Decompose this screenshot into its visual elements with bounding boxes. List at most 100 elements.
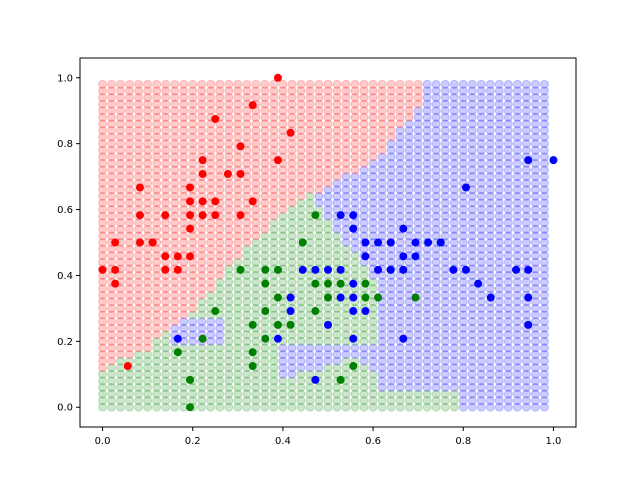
grid-point xyxy=(350,264,360,274)
grid-point xyxy=(98,323,108,333)
grid-point xyxy=(143,185,153,195)
grid-point xyxy=(224,86,234,96)
grid-point xyxy=(476,178,486,188)
grid-point xyxy=(449,303,459,313)
grid-point xyxy=(179,152,189,162)
grid-point xyxy=(179,86,189,96)
data-point xyxy=(386,238,395,247)
grid-point xyxy=(296,211,306,221)
grid-point xyxy=(413,211,423,221)
grid-point xyxy=(305,356,315,366)
data-point xyxy=(148,238,157,247)
grid-point xyxy=(305,165,315,175)
grid-point xyxy=(206,382,216,392)
grid-point xyxy=(125,251,135,261)
grid-point xyxy=(395,402,405,412)
grid-point xyxy=(485,402,495,412)
grid-point xyxy=(116,185,126,195)
grid-point xyxy=(224,244,234,254)
grid-point xyxy=(305,198,315,208)
grid-point xyxy=(395,317,405,327)
grid-point xyxy=(134,376,144,386)
data-point xyxy=(286,128,295,137)
grid-point xyxy=(431,125,441,135)
grid-point xyxy=(215,389,225,399)
grid-point xyxy=(233,297,243,307)
grid-point xyxy=(368,93,378,103)
grid-point xyxy=(467,99,477,109)
grid-point xyxy=(422,323,432,333)
grid-point xyxy=(107,376,117,386)
grid-point xyxy=(260,106,270,116)
grid-point xyxy=(485,79,495,89)
grid-point xyxy=(449,79,459,89)
grid-point xyxy=(485,257,495,267)
grid-point xyxy=(260,158,270,168)
grid-point xyxy=(287,336,297,346)
data-point xyxy=(248,101,257,110)
grid-point xyxy=(287,218,297,228)
grid-point xyxy=(197,178,207,188)
grid-point xyxy=(170,356,180,366)
grid-point xyxy=(377,389,387,399)
grid-point xyxy=(449,198,459,208)
data-point xyxy=(349,279,358,288)
grid-point xyxy=(170,244,180,254)
grid-point xyxy=(404,389,414,399)
grid-point xyxy=(404,93,414,103)
grid-point xyxy=(512,79,522,89)
grid-point xyxy=(476,343,486,353)
grid-point xyxy=(494,79,504,89)
grid-point xyxy=(359,93,369,103)
grid-point xyxy=(170,382,180,392)
data-point xyxy=(336,375,345,384)
grid-point xyxy=(485,152,495,162)
grid-point xyxy=(359,198,369,208)
grid-point xyxy=(152,152,162,162)
data-point xyxy=(248,320,257,329)
grid-point xyxy=(170,205,180,215)
grid-point xyxy=(485,112,495,122)
grid-point xyxy=(215,224,225,234)
grid-point xyxy=(350,376,360,386)
grid-point xyxy=(377,106,387,116)
grid-point xyxy=(296,303,306,313)
grid-point xyxy=(206,165,216,175)
grid-point xyxy=(431,205,441,215)
grid-point xyxy=(197,251,207,261)
grid-point xyxy=(242,376,252,386)
grid-point xyxy=(485,389,495,399)
grid-point xyxy=(476,330,486,340)
grid-point xyxy=(431,323,441,333)
grid-point xyxy=(539,79,549,89)
grid-point xyxy=(278,185,288,195)
grid-point xyxy=(458,158,468,168)
grid-point xyxy=(269,79,279,89)
grid-point xyxy=(251,112,261,122)
grid-point xyxy=(278,369,288,379)
grid-point xyxy=(224,264,234,274)
grid-point xyxy=(305,389,315,399)
grid-point xyxy=(341,178,351,188)
grid-point xyxy=(197,389,207,399)
data-point xyxy=(161,211,170,220)
grid-point xyxy=(431,277,441,287)
grid-point xyxy=(260,218,270,228)
grid-point xyxy=(422,382,432,392)
grid-point xyxy=(314,382,324,392)
grid-point xyxy=(332,198,342,208)
grid-point xyxy=(386,106,396,116)
grid-point xyxy=(395,231,405,241)
grid-point xyxy=(287,270,297,280)
grid-point xyxy=(305,158,315,168)
grid-point xyxy=(152,125,162,135)
grid-point xyxy=(116,165,126,175)
grid-point xyxy=(98,178,108,188)
grid-point xyxy=(143,139,153,149)
grid-point xyxy=(278,277,288,287)
grid-point xyxy=(467,93,477,103)
grid-point xyxy=(215,290,225,300)
grid-point xyxy=(197,402,207,412)
grid-point xyxy=(188,284,198,294)
grid-point xyxy=(224,211,234,221)
